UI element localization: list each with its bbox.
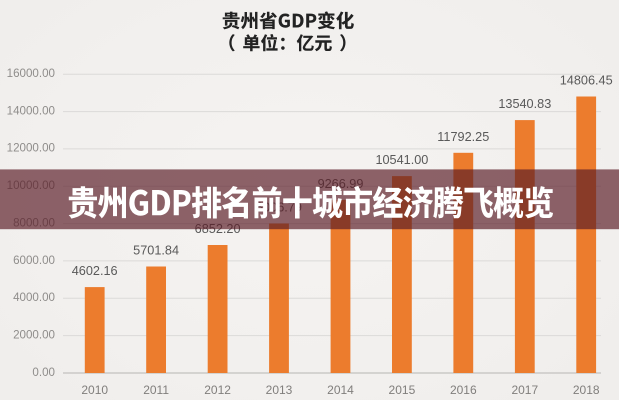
- svg-text:12000.00: 12000.00: [7, 142, 55, 155]
- svg-text:0.00: 0.00: [32, 366, 55, 379]
- svg-text:16000.00: 16000.00: [7, 67, 55, 80]
- svg-text:5701.84: 5701.84: [133, 244, 179, 258]
- svg-text:13540.83: 13540.83: [498, 97, 551, 111]
- svg-text:2016: 2016: [450, 383, 477, 397]
- svg-text:10541.00: 10541.00: [375, 153, 428, 167]
- svg-text:2012: 2012: [204, 383, 231, 397]
- svg-text:2015: 2015: [389, 383, 416, 397]
- svg-text:14000.00: 14000.00: [7, 104, 55, 117]
- svg-text:4000.00: 4000.00: [13, 291, 55, 304]
- svg-text:2011: 2011: [143, 383, 169, 397]
- svg-text:2000.00: 2000.00: [13, 328, 55, 341]
- svg-text:2018: 2018: [573, 383, 600, 397]
- svg-text:11792.25: 11792.25: [437, 130, 489, 144]
- svg-text:6000.00: 6000.00: [13, 254, 55, 267]
- svg-text:2010: 2010: [81, 383, 108, 397]
- svg-text:2017: 2017: [511, 383, 538, 397]
- svg-text:4602.16: 4602.16: [72, 264, 118, 278]
- svg-text:14806.45: 14806.45: [560, 74, 613, 88]
- svg-text:2013: 2013: [266, 383, 293, 397]
- svg-text:2014: 2014: [327, 383, 354, 397]
